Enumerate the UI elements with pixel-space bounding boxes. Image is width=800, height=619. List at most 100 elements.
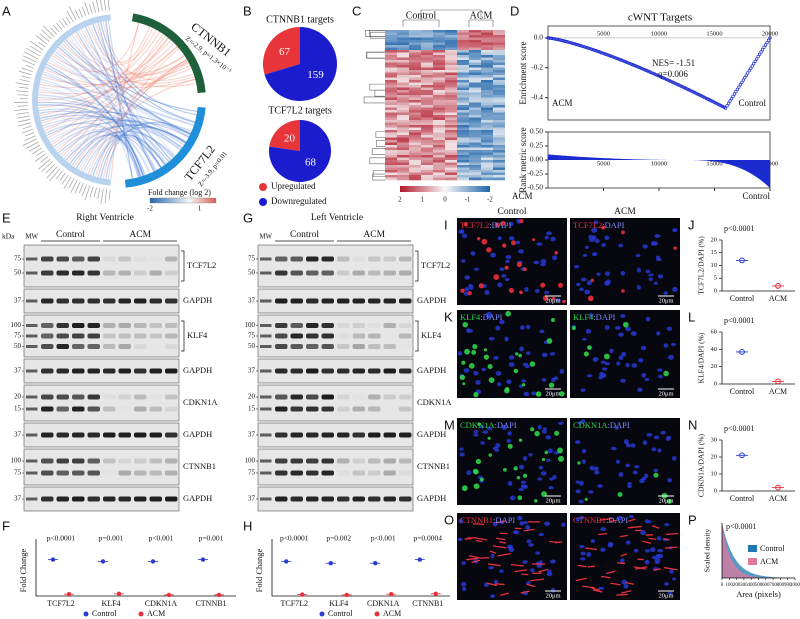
- heatmap-cell: [385, 107, 397, 111]
- nucleus: [654, 560, 660, 565]
- nucleus: [545, 435, 552, 440]
- band: [103, 298, 116, 304]
- panel-letter: C: [352, 3, 361, 18]
- heatmap-cell: [409, 100, 421, 103]
- heatmap-cell: [469, 100, 481, 103]
- x-tick-label: 800: [777, 583, 785, 588]
- nucleus: [496, 382, 502, 387]
- band: [56, 333, 69, 339]
- es-point: [734, 90, 738, 94]
- heatmap-cell: [385, 125, 397, 128]
- chord: [42, 115, 185, 146]
- nucleus: [667, 591, 673, 595]
- dot: [216, 592, 222, 598]
- stain-dapi: :DAPI: [602, 220, 624, 230]
- protein-label: KLF4: [421, 330, 442, 340]
- band: [290, 394, 303, 400]
- heatmap-cell: [493, 32, 505, 36]
- heatmap-cell: [493, 117, 505, 121]
- panel-letter: O: [444, 512, 454, 527]
- gene-name: [21, 128, 34, 134]
- stain-dapi: :DAPI: [480, 312, 502, 322]
- heatmap-cell: [481, 30, 493, 33]
- gene-name: [55, 170, 63, 180]
- heatmap-cell: [469, 165, 481, 168]
- nucleus: [540, 259, 547, 264]
- heatmap-cell: [469, 120, 481, 123]
- stain: [487, 563, 501, 567]
- nucleus: [587, 490, 594, 494]
- heatmap-cell: [445, 97, 457, 101]
- nucleus: [463, 368, 470, 373]
- stain: [511, 240, 516, 246]
- y-tick-label: 10: [711, 262, 718, 269]
- heatmap-cell: [409, 177, 421, 181]
- band: [87, 432, 100, 438]
- x-tick-label: 400: [747, 583, 755, 588]
- chord: [38, 45, 178, 109]
- nucleus: [508, 362, 515, 367]
- heatmap-cell: [421, 177, 433, 181]
- heatmap-cell: [409, 147, 421, 151]
- band: [399, 298, 412, 304]
- heatmap-cell: [457, 140, 469, 143]
- marker-label: 50: [14, 342, 22, 350]
- nucleus: [519, 464, 525, 470]
- es-point: [612, 55, 617, 60]
- gene-name: [29, 45, 42, 54]
- nucleus: [604, 281, 610, 286]
- gene-name: [62, 18, 68, 26]
- group-label: ACM: [129, 230, 151, 240]
- heatmap-cell: [421, 152, 433, 156]
- nucleus: [650, 547, 656, 553]
- gene-name: [19, 79, 30, 82]
- es-point: [608, 54, 612, 58]
- band: [41, 344, 54, 349]
- chord: [38, 88, 145, 176]
- stain-label: CTNNB1:DAPI: [573, 515, 628, 525]
- heatmap-cell: [397, 97, 409, 101]
- heatmap-cell: [445, 145, 457, 148]
- nucleus: [591, 252, 598, 257]
- band: [321, 458, 334, 464]
- nucleus: [593, 466, 599, 472]
- band: [103, 458, 116, 464]
- nucleus: [553, 376, 559, 381]
- es-point: [550, 36, 555, 41]
- heatmap-cell: [469, 52, 481, 56]
- heatmap-cell: [457, 37, 469, 41]
- heatmap-cell: [457, 40, 469, 43]
- chord: [43, 68, 196, 89]
- chord: [102, 21, 194, 82]
- stain: [575, 577, 587, 582]
- heatmap-cell: [421, 155, 433, 158]
- es-point: [590, 47, 595, 52]
- chord: [57, 130, 139, 178]
- heatmap-cell: [385, 55, 397, 58]
- stain: [601, 225, 606, 230]
- gene-name: [17, 105, 29, 107]
- nucleus: [671, 456, 677, 461]
- band: [337, 496, 350, 502]
- heatmap-cell: [433, 115, 445, 118]
- heatmap-cell: [409, 110, 421, 113]
- heatmap-cell: [469, 162, 481, 166]
- heatmap-cell: [481, 117, 493, 121]
- band: [399, 323, 412, 328]
- marker-label: 37: [248, 495, 256, 503]
- band: [149, 333, 162, 339]
- heatmap-cell: [421, 97, 433, 101]
- nucleus: [625, 540, 631, 545]
- chord: [56, 48, 188, 79]
- stain: [534, 499, 538, 503]
- nucleus: [473, 267, 479, 271]
- ladder-band: [26, 395, 38, 399]
- heatmap-cell: [493, 70, 505, 73]
- value-label: 159: [307, 69, 324, 81]
- band: [290, 470, 303, 476]
- dot: [116, 591, 122, 597]
- stain: [621, 590, 632, 594]
- heatmap-cell: [469, 170, 481, 173]
- scale-label: 20μm: [545, 592, 560, 599]
